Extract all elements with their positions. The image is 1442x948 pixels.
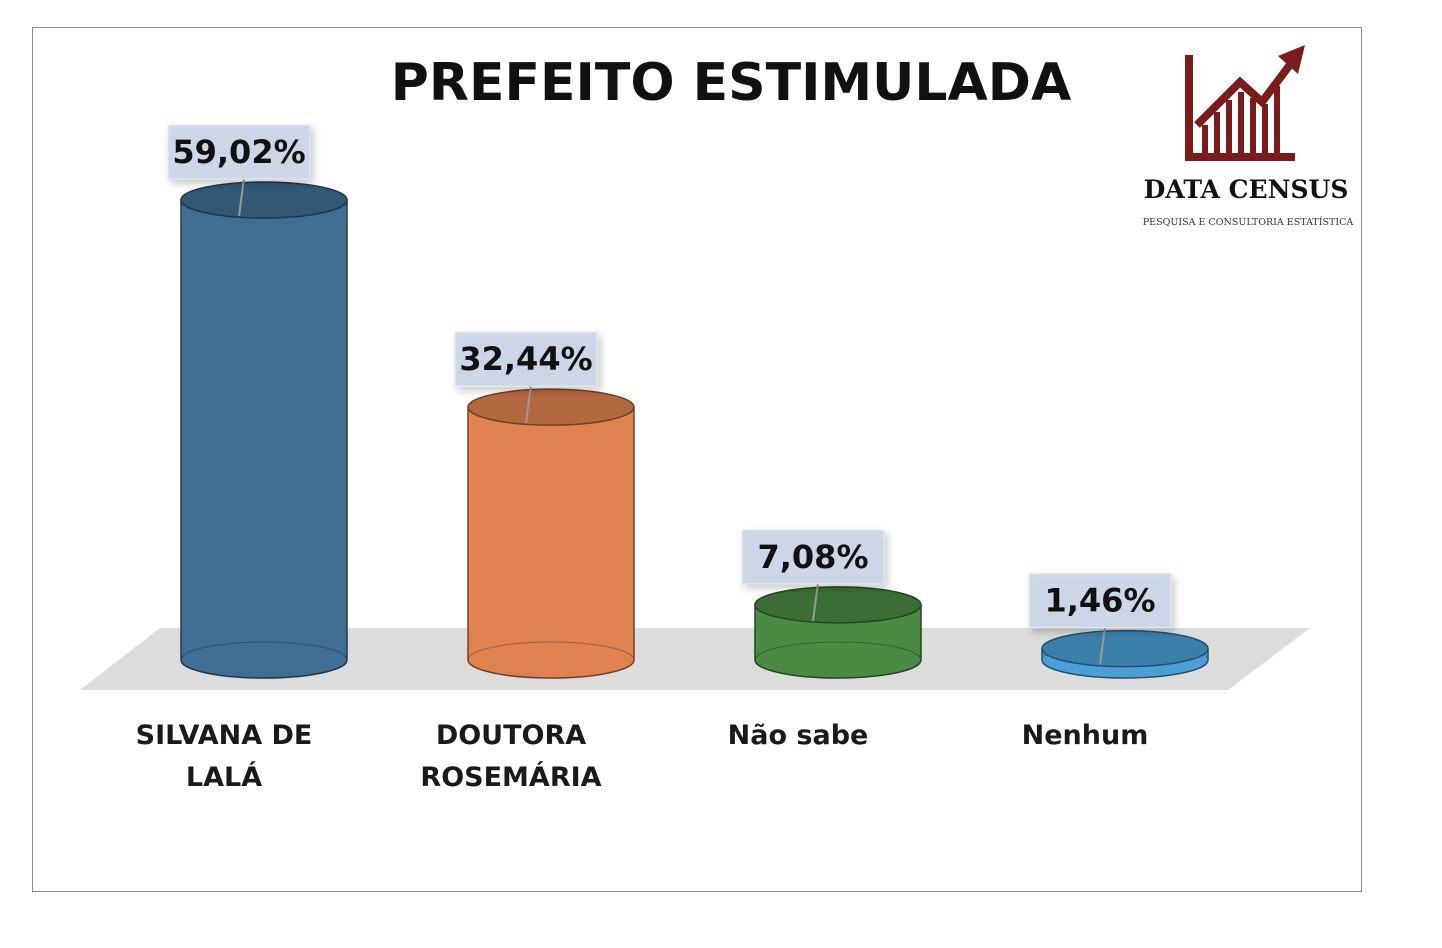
category-label: Não sabe xyxy=(728,720,869,751)
category-label: Nenhum xyxy=(1022,720,1149,751)
bar-cylinder-top xyxy=(1041,629,1209,668)
data-label: 32,44% xyxy=(459,340,592,378)
data-label-box xyxy=(167,124,311,180)
chart-floor xyxy=(80,628,1310,690)
growth-chart-icon xyxy=(1185,45,1305,161)
data-label-leader xyxy=(1099,626,1106,665)
category-label: LALÁ xyxy=(186,761,262,793)
bar-cylinder-base-edge xyxy=(467,641,635,661)
logo-tagline: PESQUISA E CONSULTORIA ESTATÍSTICA xyxy=(1143,216,1354,228)
bar-cylinder-body xyxy=(754,604,922,679)
bar-cylinder-base-edge xyxy=(754,641,922,661)
category-label: DOUTORA xyxy=(436,720,586,751)
data-label: 7,08% xyxy=(757,538,868,576)
data-label-box xyxy=(1028,573,1172,629)
bar-cylinder-body xyxy=(467,406,635,679)
data-label-leader xyxy=(812,582,819,621)
category-label: SILVANA DE xyxy=(136,720,313,751)
data-census-logo: DATA CENSUS PESQUISA E CONSULTORIA ESTAT… xyxy=(1143,45,1354,228)
chart-title: PREFEITO ESTIMULADA xyxy=(391,53,1071,113)
logo-name: DATA CENSUS xyxy=(1144,175,1349,204)
bar-cylinder-top xyxy=(467,388,635,426)
bar-cylinder-top xyxy=(180,181,348,219)
data-label-leader xyxy=(238,177,245,217)
bar-cylinder-body xyxy=(180,199,348,679)
data-label-leader xyxy=(525,385,532,424)
category-label: ROSEMÁRIA xyxy=(420,761,601,793)
data-label: 59,02% xyxy=(172,133,305,171)
data-label-box xyxy=(454,331,598,387)
data-label-box xyxy=(741,529,885,585)
bar-cylinder-base-edge xyxy=(180,641,348,661)
data-label: 1,46% xyxy=(1044,582,1155,620)
bar-cylinder-top xyxy=(754,586,922,624)
